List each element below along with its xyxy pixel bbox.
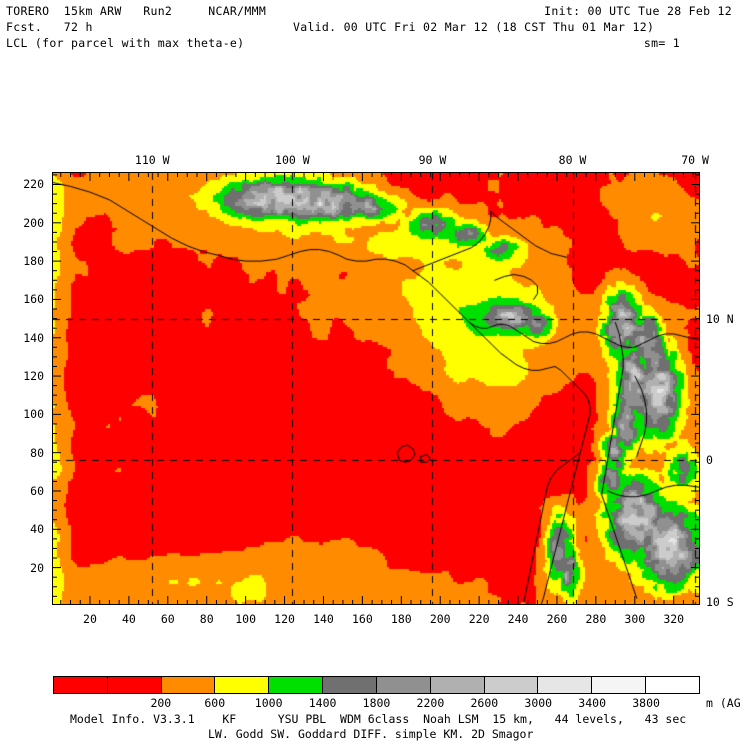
x-tick-label-40: 40 <box>121 612 136 626</box>
x-tick-label-320: 320 <box>663 612 685 626</box>
y-tick-label-120: 120 <box>23 369 44 384</box>
colorbar-cell-7 <box>430 677 485 693</box>
lcl-heatmap-canvas <box>53 173 699 604</box>
colorbar-cell-10 <box>592 677 647 693</box>
colorbar-tick-3400: 3400 <box>578 696 607 710</box>
y-tick-label-140: 140 <box>23 330 44 345</box>
y-tick-label-180: 180 <box>23 254 44 269</box>
valid-time: Valid. 00 UTC Fri 02 Mar 12 (18 CST Thu … <box>293 20 655 34</box>
smoothing-label: sm= 1 <box>643 36 680 50</box>
colorbar-cell-1 <box>107 677 162 693</box>
y-tick-label-100: 100 <box>23 407 44 422</box>
model-info-line-1: Model Info. V3.3.1 KF YSU PBL WDM 6class… <box>70 712 687 726</box>
forecast-hour: Fcst. 72 h <box>6 20 93 34</box>
x-tick-label-280: 280 <box>585 612 607 626</box>
colorbar-unit-label: m (AGL) <box>706 696 740 710</box>
lat-label-10S: 10 S <box>706 595 734 610</box>
lat-label-0: 0 <box>706 453 713 468</box>
colorbar-cell-3 <box>215 677 270 693</box>
x-tick-label-140: 140 <box>313 612 334 626</box>
colorbar-cell-11 <box>646 677 699 693</box>
y-tick-label-60: 60 <box>30 483 44 498</box>
colorbar-cell-0 <box>54 677 108 693</box>
colorbar-tick-1400: 1400 <box>308 696 337 710</box>
y-tick-label-220: 220 <box>23 177 44 192</box>
init-time: Init: 00 UTC Tue 28 Feb 12 <box>544 4 732 18</box>
y-tick-label-160: 160 <box>23 292 44 307</box>
colorbar-cell-2 <box>161 677 216 693</box>
colorbar-tick-labels: 200 600 1000 1400 1800 2200 2600 3000 3400 3800 <box>53 696 700 712</box>
y-tick-label-20: 20 <box>30 560 44 575</box>
map-plot-area <box>52 172 700 605</box>
field-title: LCL (for parcel with max theta-e) <box>6 36 245 50</box>
colorbar-tick-1800: 1800 <box>362 696 391 710</box>
colorbar-tick-3000: 3000 <box>524 696 553 710</box>
model-title: TORERO 15km ARW Run2 NCAR/MMM <box>6 4 267 18</box>
lon-label-110W: 110 W <box>134 153 170 167</box>
colorbar-tick-2600: 2600 <box>470 696 499 710</box>
x-tick-label-160: 160 <box>351 612 373 626</box>
x-tick-label-260: 260 <box>546 612 568 626</box>
lon-label-70W: 70 W <box>681 153 709 167</box>
x-tick-label-100: 100 <box>235 612 257 626</box>
x-tick-label-80: 80 <box>199 612 214 626</box>
colorbar-tick-2200: 2200 <box>416 696 445 710</box>
y-tick-label-40: 40 <box>30 522 44 537</box>
x-tick-label-20: 20 <box>83 612 97 626</box>
x-tick-label-120: 120 <box>274 612 295 626</box>
lon-label-90W: 90 W <box>418 153 447 167</box>
x-tick-label-60: 60 <box>160 612 175 626</box>
lat-label-10N: 10 N <box>706 311 734 326</box>
x-tick-label-300: 300 <box>624 612 646 626</box>
colorbar-cell-8 <box>484 677 539 693</box>
colorbar <box>53 676 700 694</box>
x-tick-label-220: 220 <box>468 612 490 626</box>
y-tick-label-80: 80 <box>30 445 44 460</box>
x-tick-label-180: 180 <box>390 612 412 626</box>
lon-label-100W: 100 W <box>275 153 310 167</box>
lon-label-80W: 80 W <box>558 153 587 167</box>
colorbar-cell-6 <box>376 677 431 693</box>
y-tick-label-200: 200 <box>23 215 44 230</box>
colorbar-cell-5 <box>323 677 377 693</box>
colorbar-tick-200: 200 <box>150 696 172 710</box>
colorbar-cell-9 <box>538 677 593 693</box>
colorbar-tick-600: 600 <box>204 696 226 710</box>
model-info-line-2: LW. Godd SW. Goddard DIFF. simple KM. 2D… <box>208 727 534 741</box>
colorbar-tick-1000: 1000 <box>254 696 283 710</box>
x-tick-label-200: 200 <box>429 612 451 626</box>
plot-header: TORERO 15km ARW Run2 NCAR/MMM Init: 00 U… <box>0 0 740 56</box>
colorbar-cell-4 <box>269 677 324 693</box>
x-tick-label-240: 240 <box>507 612 529 626</box>
colorbar-tick-3800: 3800 <box>632 696 660 710</box>
